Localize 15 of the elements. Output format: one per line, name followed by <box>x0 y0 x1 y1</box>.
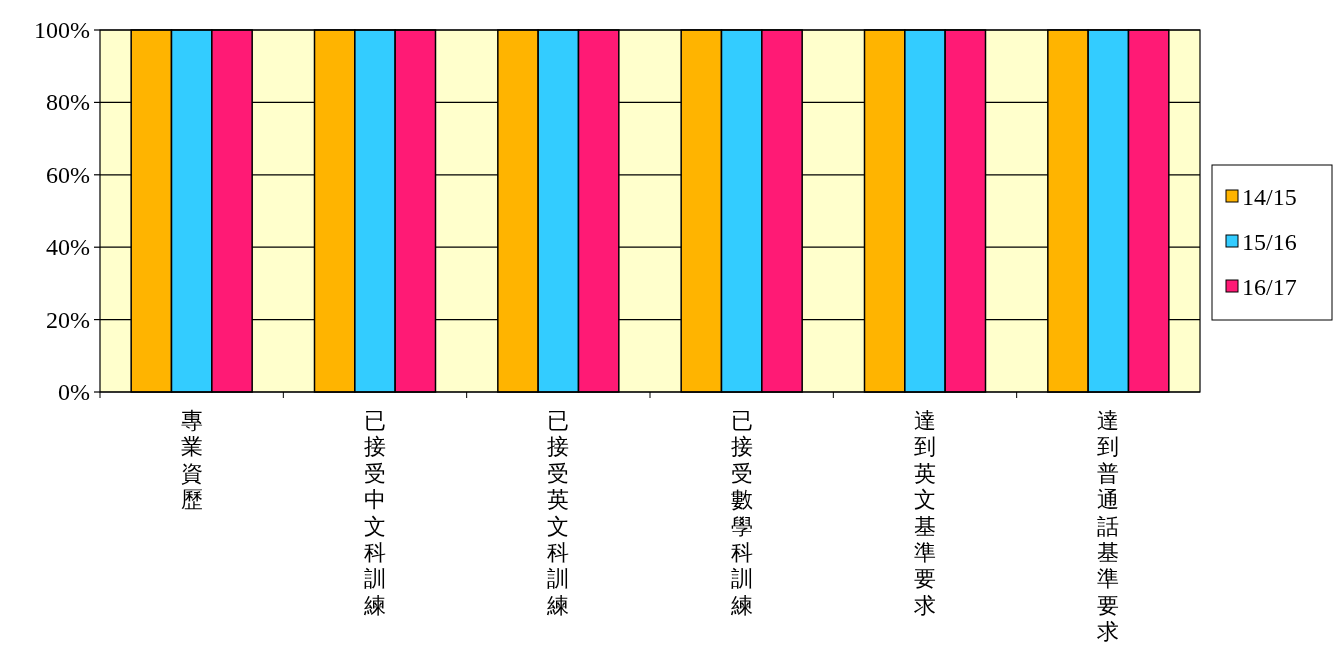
y-tick-label: 100% <box>34 17 90 43</box>
legend-label: 14/15 <box>1242 184 1297 210</box>
y-tick-label: 20% <box>46 306 90 333</box>
x-tick-label: 已接受數學科訓練 <box>729 408 753 618</box>
y-tick-label: 80% <box>46 89 90 116</box>
legend-label: 16/17 <box>1242 274 1297 300</box>
x-tick-label: 專業資歷 <box>180 408 203 513</box>
x-tick-label: 已接受中文科訓練 <box>363 408 386 618</box>
x-tick-label: 已接受英文科訓練 <box>546 408 570 618</box>
y-tick-label: 60% <box>46 161 90 188</box>
y-tick-label: 40% <box>46 234 90 261</box>
y-tick-label: 0% <box>58 379 90 405</box>
x-tick-label: 達到英文基準要求 <box>914 408 936 618</box>
category-label: 達到普通話基準要求 <box>1097 408 1120 645</box>
legend-label: 15/16 <box>1242 229 1297 255</box>
